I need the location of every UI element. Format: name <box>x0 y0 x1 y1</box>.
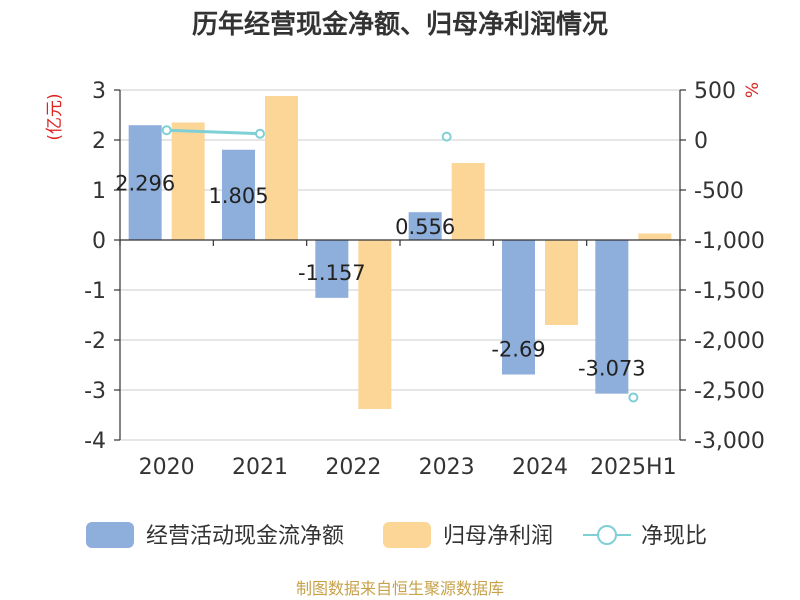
cashflow-data-label: 1.805 <box>208 184 268 208</box>
cashflow-data-label: 0.556 <box>395 215 455 239</box>
cashflow-bar <box>595 240 629 394</box>
right-axis-unit: % <box>743 82 763 98</box>
cashflow-bar <box>408 212 442 240</box>
right-axis-tick-label: -1,500 <box>694 279 765 304</box>
right-axis-tick-label: 500 <box>694 79 736 104</box>
category-label: 2023 <box>419 455 475 480</box>
ratio-point <box>255 128 265 139</box>
left-axis-tick-label: -3 <box>84 379 106 404</box>
cashflow-data-label: -1.157 <box>298 261 366 285</box>
right-axis-tick-label: -500 <box>694 179 744 204</box>
ratio-line-layer <box>161 125 639 403</box>
cashflow-data-label: -3.073 <box>578 357 646 381</box>
cashflow-bar <box>222 149 255 240</box>
left-axis-tick-label: 2 <box>92 129 106 154</box>
chart-title: 历年经营现金净额、归母净利润情况 <box>192 9 608 40</box>
left-axis-tick-label: -1 <box>84 279 106 304</box>
cashflow-bar <box>128 125 162 240</box>
net-profit-bar <box>638 233 672 240</box>
legend-marker <box>597 525 617 545</box>
cashflow-data-label: 2.296 <box>115 172 175 196</box>
net-profit-bar <box>358 240 392 409</box>
ratio-point <box>161 125 172 136</box>
legend-label: 归母净利润 <box>443 524 553 549</box>
net-profit-bar <box>545 240 578 325</box>
legend-swatch <box>383 522 431 548</box>
cashflow-bar <box>502 240 535 375</box>
legend: 经营活动现金流净额 归母净利润 净现比 <box>86 522 707 549</box>
net-profit-bar <box>171 122 205 240</box>
axes <box>114 89 686 441</box>
bar-layer <box>128 96 672 409</box>
legend-label: 净现比 <box>641 524 707 549</box>
tick-label-layer: -4 -3 -2 -1 0 1 2 3 -3,000 -2,500 -2,000 -1,500 -1,0… <box>84 79 765 480</box>
left-axis-unit: (亿元) <box>45 93 65 140</box>
legend-swatch <box>86 522 134 548</box>
category-label: 2025H1 <box>590 455 677 480</box>
cashflow-bar <box>315 240 349 298</box>
left-axis-tick-label: 3 <box>92 79 106 104</box>
left-axis-tick-label: 1 <box>92 179 106 204</box>
category-label: 2022 <box>325 455 381 480</box>
left-axis-tick-label: -2 <box>84 329 106 354</box>
ratio-line-segment <box>166 128 261 136</box>
right-axis-tick-label: -3,000 <box>694 429 765 454</box>
ratio-point <box>628 392 639 403</box>
ratio-point <box>441 131 452 142</box>
left-axis-tick-label: 0 <box>92 229 106 254</box>
net-profit-bar <box>451 163 485 240</box>
right-axis-tick-label: -1,000 <box>694 229 765 254</box>
data-label-layer: 2.296 1.805 -1.157 0.556 -2.69 -3.073 <box>115 172 646 381</box>
right-axis-tick-label: -2,000 <box>694 329 765 354</box>
right-axis-tick-label: 0 <box>694 129 708 154</box>
data-source-note: 制图数据来自恒生聚源数据库 <box>296 579 504 598</box>
right-axis-tick-label: -2,500 <box>694 379 765 404</box>
category-label: 2021 <box>232 455 288 480</box>
cashflow-data-label: -2.69 <box>491 338 545 362</box>
category-label: 2024 <box>512 455 568 480</box>
legend-label: 经营活动现金流净额 <box>146 524 344 549</box>
left-axis-tick-label: -4 <box>84 429 106 454</box>
category-label: 2020 <box>139 455 195 480</box>
net-profit-bar <box>265 96 298 240</box>
